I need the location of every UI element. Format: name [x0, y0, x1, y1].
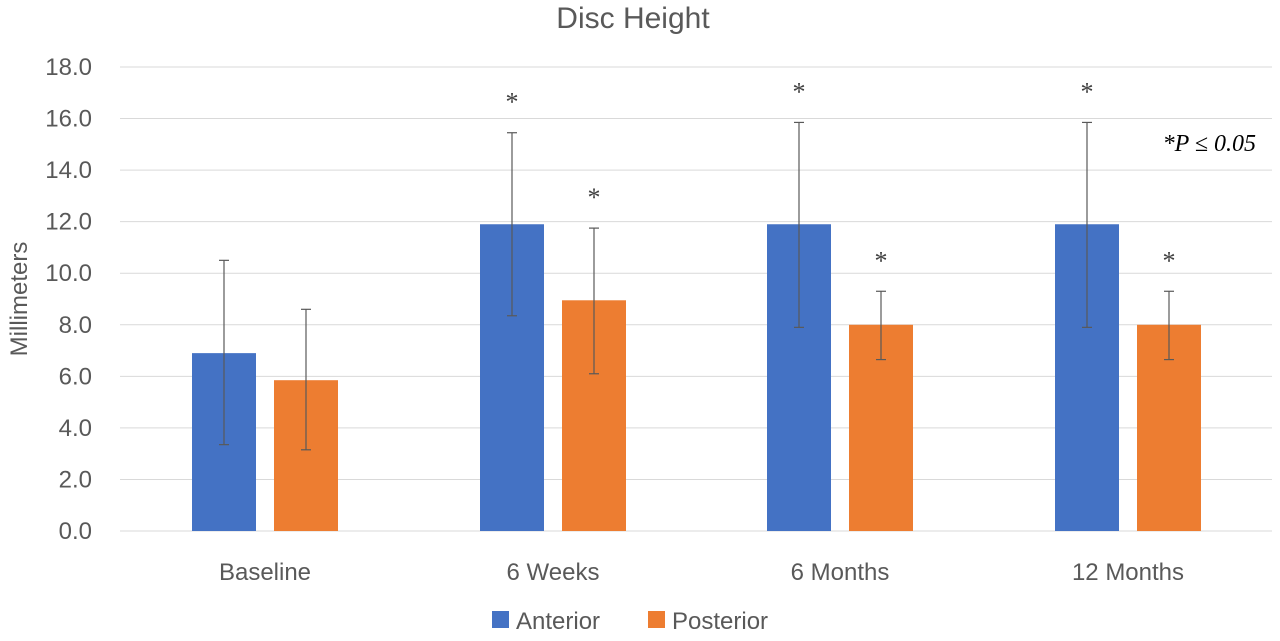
- significance-star: *: [793, 77, 806, 106]
- y-axis-label: Millimeters: [6, 242, 33, 357]
- y-tick-label: 14.0: [45, 157, 92, 184]
- significance-star: *: [506, 88, 519, 117]
- x-axis-ticks: Baseline 6 Weeks 6 Months 12 Months: [219, 559, 1184, 586]
- y-tick-label: 12.0: [45, 209, 92, 236]
- x-tick-label: 6 Weeks: [507, 559, 600, 586]
- x-tick-label: 6 Months: [791, 559, 890, 586]
- y-tick-label: 10.0: [45, 260, 92, 287]
- legend: Anterior Posterior: [492, 608, 768, 635]
- y-tick-label: 8.0: [59, 312, 92, 339]
- legend-label-posterior: Posterior: [672, 608, 768, 635]
- y-tick-label: 4.0: [59, 415, 92, 442]
- legend-label-anterior: Anterior: [516, 608, 600, 635]
- y-tick-label: 0.0: [59, 518, 92, 545]
- y-tick-label: 18.0: [45, 54, 92, 81]
- significance-star: *: [588, 183, 601, 212]
- legend-swatch-anterior: [492, 611, 509, 628]
- significance-markers: * * * * * *: [506, 77, 1176, 275]
- chart-title: Disc Height: [556, 2, 710, 35]
- y-tick-label: 6.0: [59, 363, 92, 390]
- x-tick-label: 12 Months: [1072, 559, 1184, 586]
- legend-swatch-posterior: [648, 611, 665, 628]
- y-axis-ticks: 0.0 2.0 4.0 6.0 8.0 10.0 12.0 14.0 16.0 18.0: [45, 54, 92, 545]
- y-tick-label: 16.0: [45, 106, 92, 133]
- error-bars: [219, 121, 1174, 451]
- significance-star: *: [1081, 77, 1094, 106]
- x-tick-label: Baseline: [219, 559, 311, 586]
- significance-star: *: [875, 246, 888, 275]
- significance-note: *P ≤ 0.05: [1163, 131, 1256, 157]
- bars: [192, 224, 1201, 531]
- significance-star: *: [1163, 246, 1176, 275]
- y-tick-label: 2.0: [59, 466, 92, 493]
